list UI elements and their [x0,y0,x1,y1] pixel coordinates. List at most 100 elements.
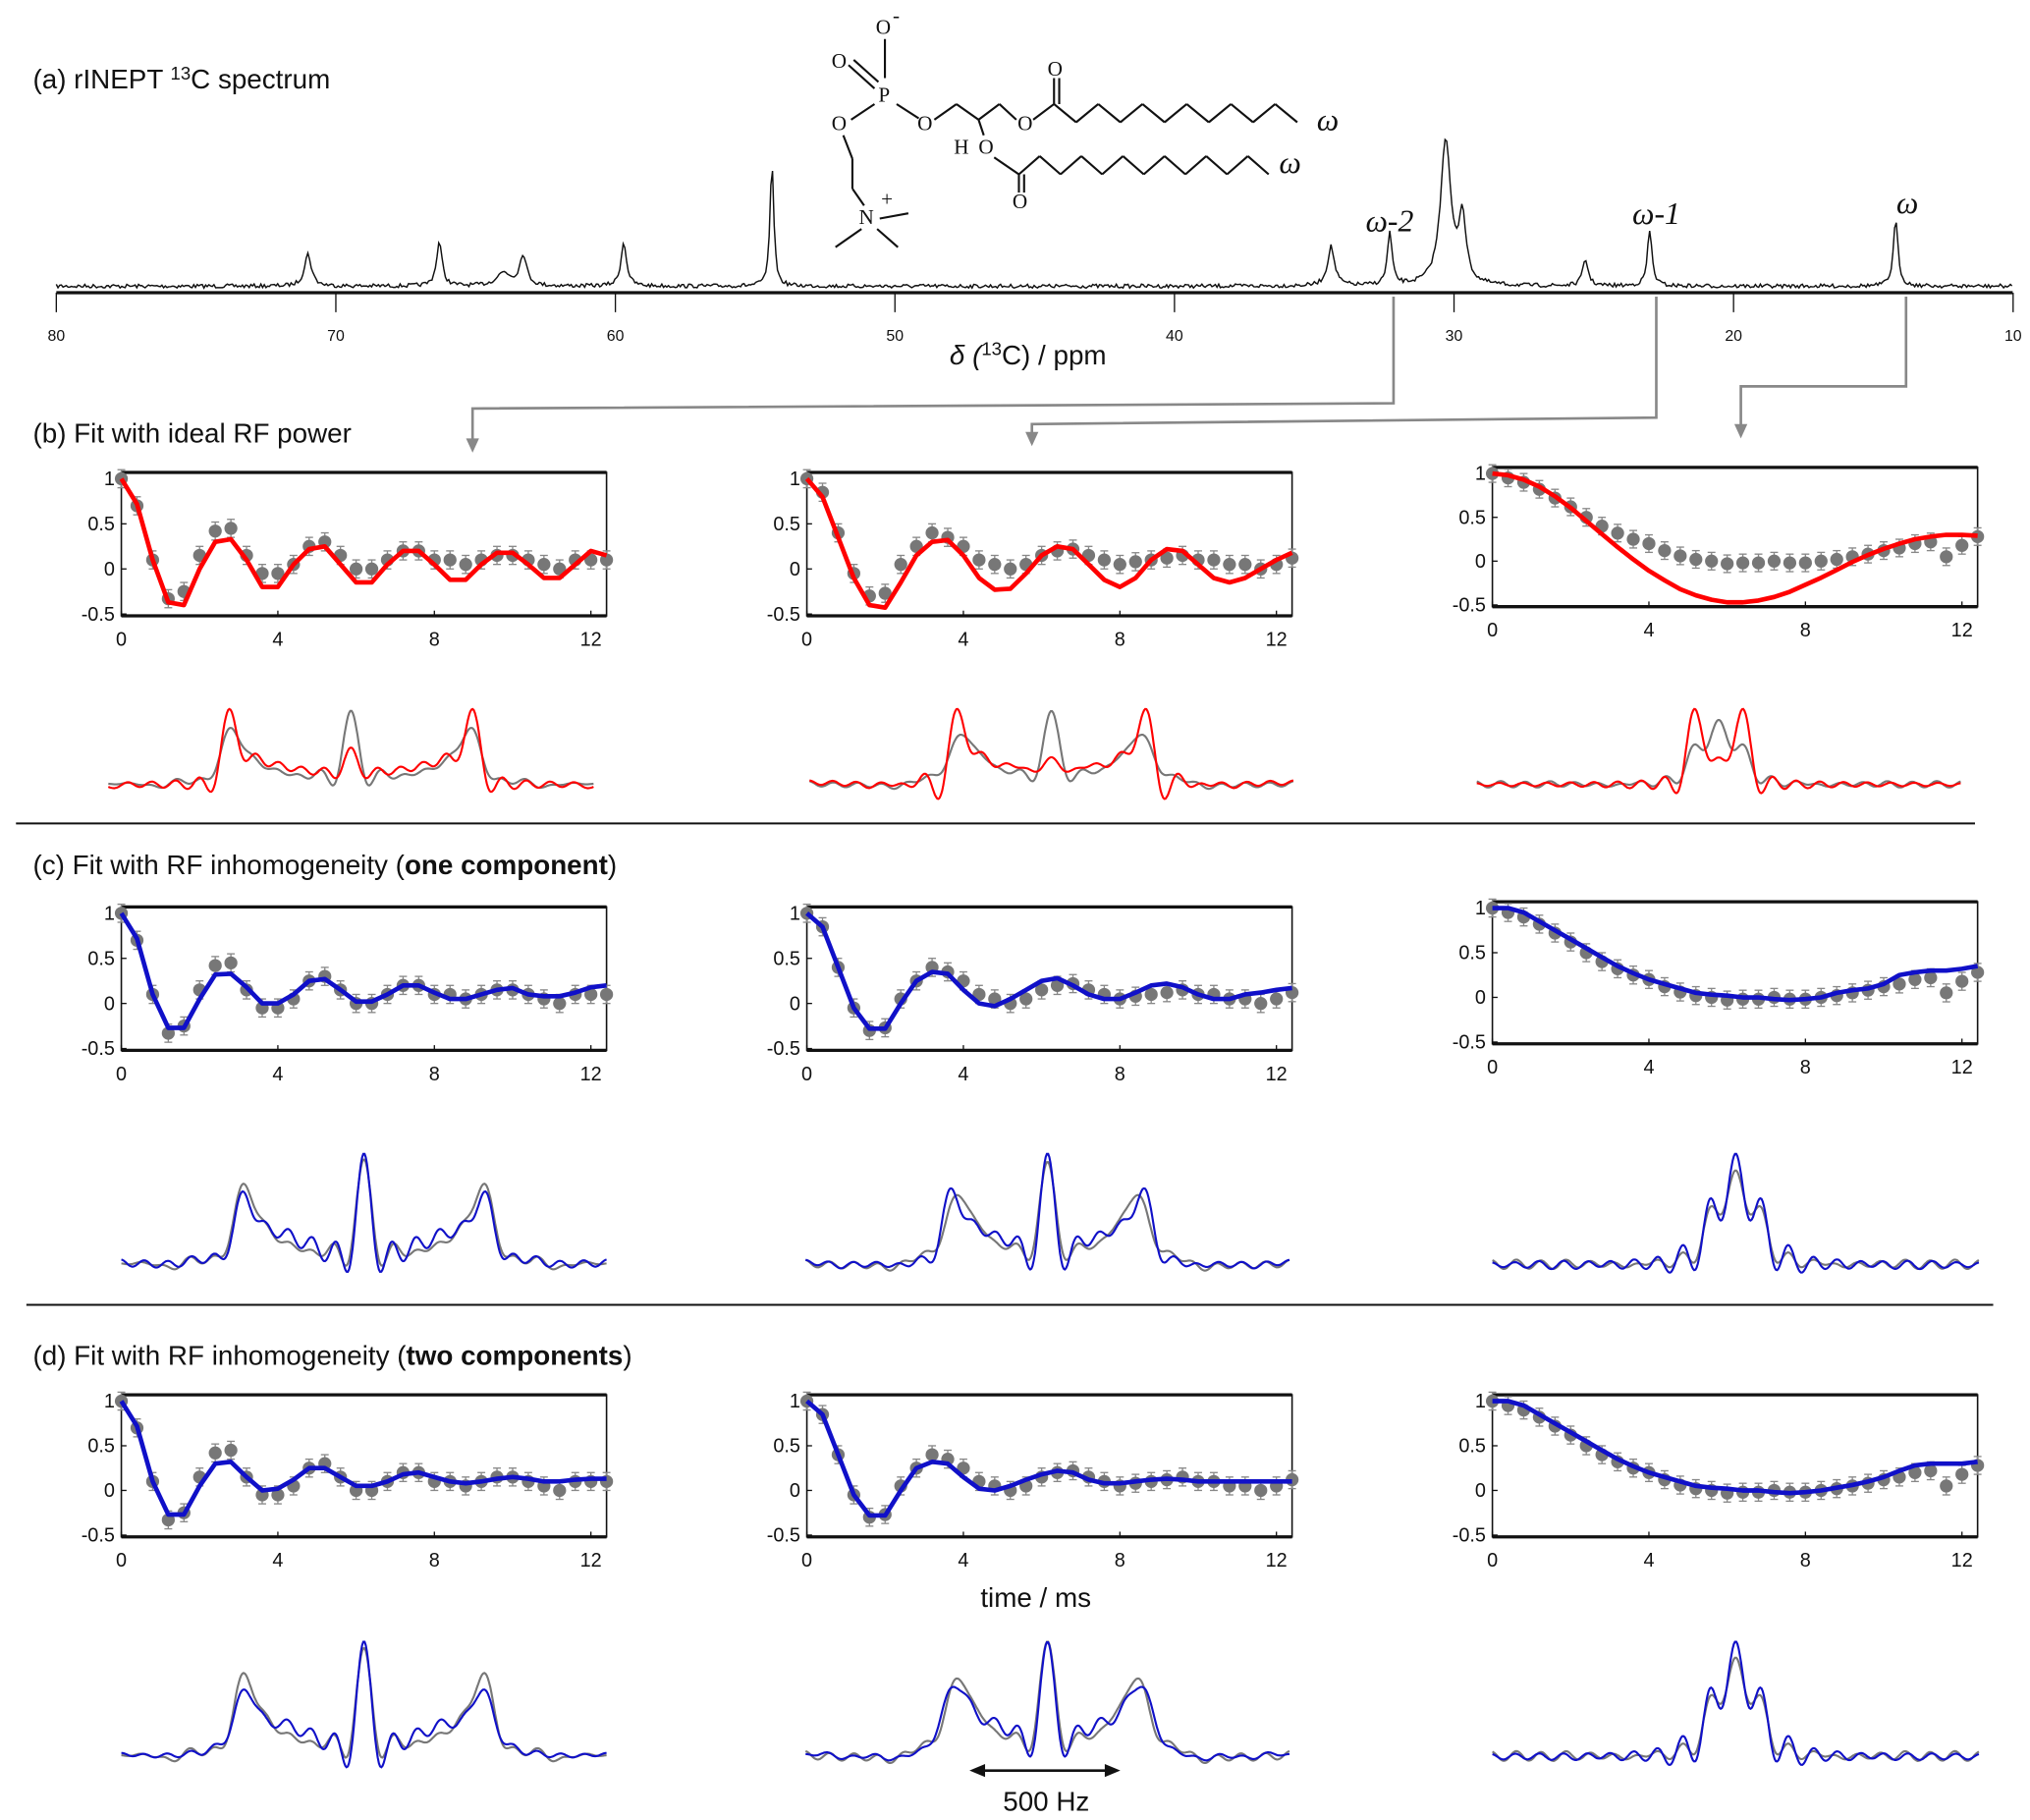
peak-connector-ω-1 [1030,296,1658,443]
y-tick-label: 1 [104,469,115,490]
chain-end-omega-2: ω [1279,145,1300,180]
data-point [1705,554,1719,568]
y-tick-label: -0.5 [767,1038,800,1060]
x-tick-label: 12 [1266,1064,1288,1085]
title-d: (d) Fit with RF inhomogeneity (two compo… [32,1340,631,1370]
plot-frame [120,1394,608,1538]
fit-curve [119,477,608,608]
data-point [1035,983,1049,997]
scale-bar-label: 500 Hz [1003,1787,1089,1817]
data-point [1642,536,1656,551]
y-tick-label: -0.5 [82,1038,115,1060]
decay-panel-b-ω: 10.50-0.50 4 8 12 [1453,464,1985,641]
y-tick-label: 0.5 [1458,507,1486,528]
spectrum-x-tick-label: 10 [2004,328,2022,345]
y-tick-label: -0.5 [767,1525,800,1547]
spectrum-panel-d-ω-2 [121,1640,607,1769]
spectrum-x-tick-label: 40 [1166,328,1183,345]
experimental-spectrum [1476,719,1961,789]
experimental-spectrum [804,1161,1290,1272]
data-point [208,524,222,538]
data-point [537,558,551,572]
data-point [988,558,1002,572]
atom-o-6: O [1013,190,1027,213]
data-point [1955,974,1969,988]
x-tick-label: 12 [580,1064,602,1085]
spectrum-x-tick-label: 30 [1446,328,1463,345]
data-point [1955,1467,1969,1481]
x-tick-label: 0 [1487,1057,1498,1078]
y-tick-label: -0.5 [1453,595,1486,617]
data-point [1658,543,1672,558]
y-tick-label: 0 [1475,1480,1486,1502]
spectrum-x-tick-label: 70 [327,328,345,345]
data-point [224,1443,238,1458]
data-point [192,548,206,563]
fit-curve [1492,1399,1978,1496]
y-tick-label: -0.5 [767,604,800,626]
plot-frame [120,471,608,617]
fit-spectrum [809,707,1294,800]
x-tick-label: 0 [1487,1550,1498,1572]
decay-panel-b-ω-1: 10.50-0.50 4 8 12 [767,469,1299,650]
x-tick-label: 0 [116,1550,127,1572]
data-point [364,562,379,576]
data-point [224,956,238,969]
y-tick-label: 0.5 [773,1436,800,1458]
chain-end-omega-1: ω [1317,102,1339,137]
y-tick-label: 1 [790,1391,800,1412]
title-c: (c) Fit with RF inhomogeneity (one compo… [32,850,617,880]
x-tick-label: 12 [1951,620,1973,641]
y-tick-label: 0 [104,559,115,580]
data-point [1830,552,1843,567]
fit-spectrum [121,1152,607,1273]
atom-p: P [878,83,890,106]
data-point [224,522,238,535]
decay-panel-d-ω-1: 10.50-0.50 4 8 12 [767,1391,1299,1572]
x-tick-label: 12 [1266,629,1288,650]
spectrum-panel-c-ω [1492,1152,1980,1274]
y-tick-label: 0.5 [773,514,800,535]
y-tick-label: 0.5 [773,948,800,969]
data-point [1254,1483,1268,1498]
y-tick-label: 0 [790,1480,800,1502]
x-tick-label: 0 [801,629,812,650]
x-tick-label: 8 [429,1064,440,1085]
data-point [1908,1465,1922,1479]
spectrum-x-tick-label: 60 [607,328,625,345]
x-tick-label: 8 [1800,620,1811,641]
y-tick-label: -0.5 [1453,1032,1486,1054]
data-point [1908,972,1922,986]
data-point [1940,1479,1953,1493]
y-tick-label: 0 [1475,987,1486,1009]
data-point [1955,538,1969,552]
data-point [1721,557,1734,571]
x-tick-label: 4 [1643,1057,1654,1078]
y-tick-label: 0.5 [1458,943,1486,965]
fit-spectrum [805,1152,1290,1271]
spectrum-panel-d-ω [1492,1640,1980,1766]
data-point [1254,997,1268,1011]
charge-minus: - [893,4,900,28]
spectrum-panel-c-ω-1 [804,1152,1290,1272]
x-tick-label: 8 [1800,1057,1811,1078]
data-point [1019,992,1033,1006]
peak-label-omega-1: ω-1 [1632,196,1680,231]
data-point [1924,1463,1938,1478]
spectrum-panel-d-ω-1 [804,1640,1290,1765]
peak-label-omega: ω [1896,186,1918,220]
y-tick-label: 1 [1475,1391,1486,1412]
y-tick-label: 1 [104,1391,115,1412]
y-tick-label: 0.5 [87,948,115,969]
data-point [1924,970,1938,985]
fit-curve [1492,470,1978,605]
data-point [1611,526,1624,540]
experimental-spectrum [1492,1169,1980,1270]
spectrum-panel-c-ω-2 [121,1152,607,1273]
data-point [1207,553,1221,567]
data-point [878,586,892,600]
x-tick-label: 8 [429,1550,440,1572]
y-tick-label: 0.5 [1458,1436,1486,1458]
data-point [443,553,457,567]
arrow-down-icon [1025,431,1039,447]
